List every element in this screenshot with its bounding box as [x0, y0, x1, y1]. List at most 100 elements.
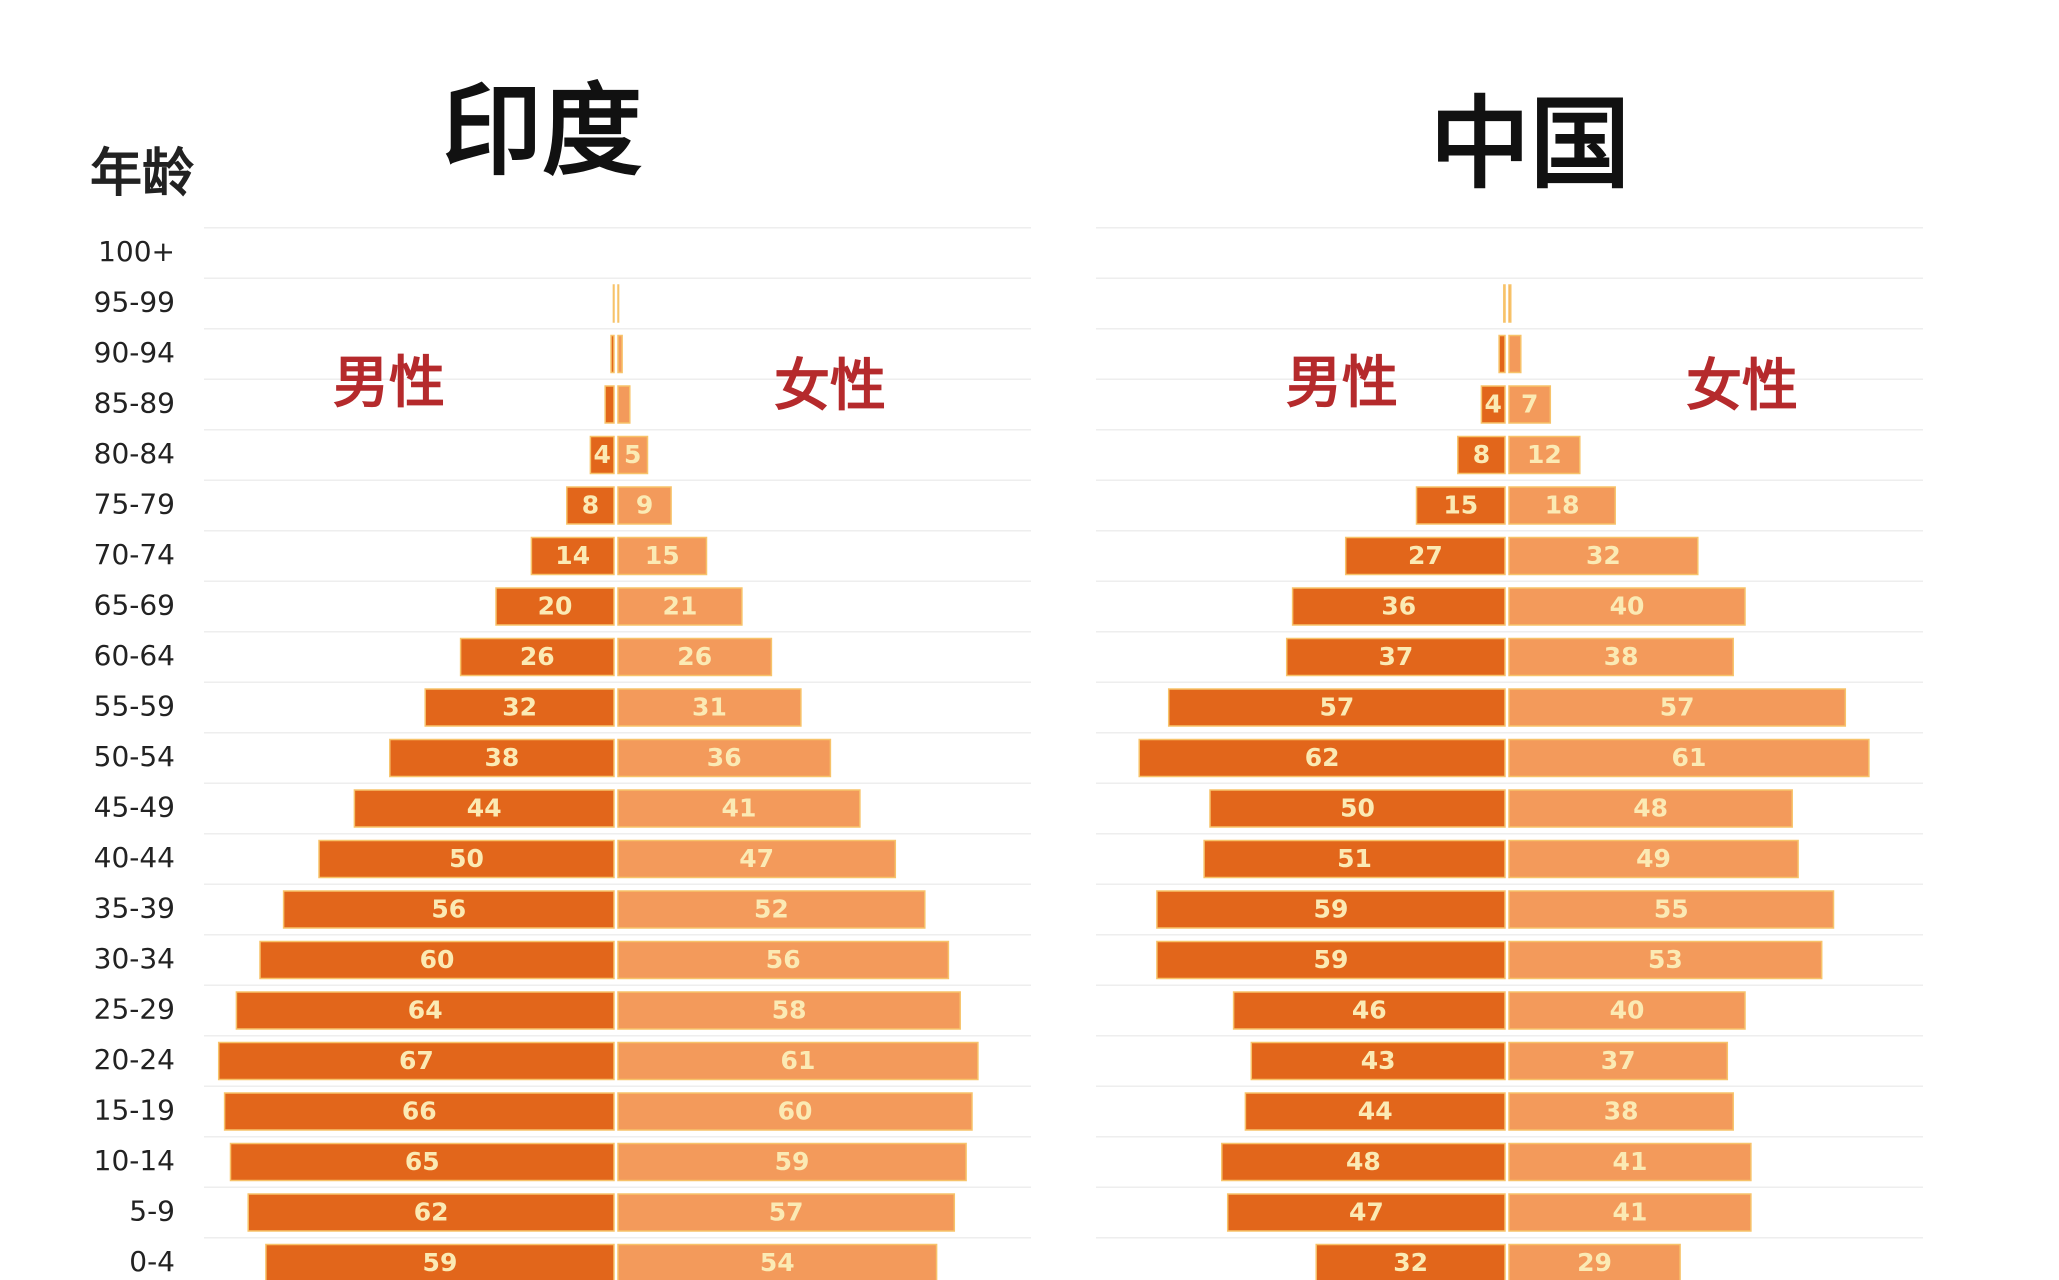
value-label: 67: [399, 1046, 434, 1075]
value-label: 52: [754, 895, 789, 924]
value-label: 62: [414, 1198, 449, 1227]
value-label: 12: [1527, 440, 1562, 469]
value-label: 66: [402, 1097, 437, 1126]
value-label: 15: [1443, 491, 1478, 520]
value-label: 31: [692, 693, 727, 722]
bar: [1508, 385, 1552, 424]
bar: [1508, 587, 1746, 626]
bar: [1508, 1092, 1734, 1131]
age-label: 30-34: [94, 942, 175, 975]
age-label: 75-79: [94, 488, 175, 521]
value-label: 38: [1604, 642, 1639, 671]
bar: [1203, 839, 1506, 879]
bar: [217, 1041, 615, 1081]
bar: [1508, 284, 1512, 323]
value-label: 65: [405, 1147, 440, 1176]
bar: [617, 435, 649, 475]
value-label: 55: [1654, 895, 1689, 924]
bar: [223, 1092, 615, 1131]
bar: [1138, 738, 1506, 778]
value-label: 8: [582, 491, 599, 520]
value-label: 59: [775, 1147, 810, 1176]
bar: [1508, 486, 1616, 525]
bar: [566, 486, 615, 525]
age-label: 40-44: [94, 841, 175, 874]
bar: [282, 890, 615, 929]
value-label: 27: [1408, 541, 1443, 570]
bar: [235, 991, 615, 1030]
value-label: 4: [1484, 390, 1501, 419]
bar: [617, 688, 802, 727]
bar: [1415, 486, 1506, 525]
bar: [1221, 1142, 1506, 1182]
bar: [1508, 890, 1835, 929]
bar: [1508, 1041, 1729, 1081]
bar: [1508, 435, 1581, 475]
value-label: 51: [1337, 844, 1372, 873]
value-label: 38: [1604, 1097, 1639, 1126]
value-label: 7: [1521, 390, 1538, 419]
series-label: 男性: [1286, 351, 1398, 416]
value-label: 47: [1349, 1198, 1384, 1227]
value-label: 64: [408, 996, 443, 1025]
bar: [1508, 789, 1793, 828]
bar: [1508, 940, 1823, 980]
bar: [1315, 1243, 1506, 1280]
bar: [617, 486, 672, 525]
age-label: 35-39: [94, 892, 175, 925]
bar: [495, 587, 615, 626]
value-label: 61: [781, 1046, 816, 1075]
bar: [617, 637, 773, 677]
value-label: 50: [1340, 794, 1375, 823]
bar: [610, 334, 615, 374]
bar: [1250, 1041, 1506, 1081]
value-label: 26: [677, 642, 712, 671]
bar: [1457, 435, 1506, 475]
bar: [617, 1243, 938, 1280]
value-label: 8: [1473, 440, 1490, 469]
value-label: 32: [1586, 541, 1621, 570]
age-label: 65-69: [94, 589, 175, 622]
bar: [1508, 1193, 1752, 1232]
value-label: 32: [502, 693, 537, 722]
y-axis-label: 年龄: [90, 144, 194, 204]
bar: [617, 839, 897, 879]
age-label: 25-29: [94, 993, 175, 1026]
bar: [617, 738, 832, 778]
bar: [617, 890, 926, 929]
age-label: 60-64: [94, 639, 175, 672]
value-label: 61: [1672, 743, 1707, 772]
age-label: 90-94: [94, 336, 175, 369]
value-label: 4: [593, 440, 610, 469]
bar: [530, 536, 615, 576]
value-label: 36: [1381, 592, 1416, 621]
value-label: 46: [1352, 996, 1387, 1025]
bar: [247, 1193, 615, 1232]
bar: [265, 1243, 615, 1280]
value-label: 57: [1319, 693, 1354, 722]
panel-title: 印度: [442, 72, 642, 189]
series-label: 男性: [333, 351, 445, 416]
value-label: 48: [1346, 1147, 1381, 1176]
series-label: 女性: [1686, 354, 1798, 419]
bar: [459, 637, 615, 677]
value-label: 37: [1601, 1046, 1636, 1075]
bar: [617, 536, 708, 576]
age-label: 45-49: [94, 791, 175, 824]
value-label: 9: [636, 491, 653, 520]
age-label: 10-14: [94, 1144, 175, 1177]
bar: [1508, 991, 1746, 1030]
bar: [1232, 991, 1506, 1030]
value-label: 40: [1610, 996, 1645, 1025]
age-label: 15-19: [94, 1094, 175, 1127]
value-label: 60: [420, 945, 455, 974]
bar: [1508, 334, 1522, 374]
value-label: 14: [555, 541, 590, 570]
value-label: 37: [1378, 642, 1413, 671]
value-label: 53: [1648, 945, 1683, 974]
value-label: 36: [707, 743, 742, 772]
value-label: 41: [1613, 1198, 1648, 1227]
bar: [617, 385, 631, 424]
bar: [1244, 1092, 1506, 1131]
bar: [617, 991, 961, 1030]
